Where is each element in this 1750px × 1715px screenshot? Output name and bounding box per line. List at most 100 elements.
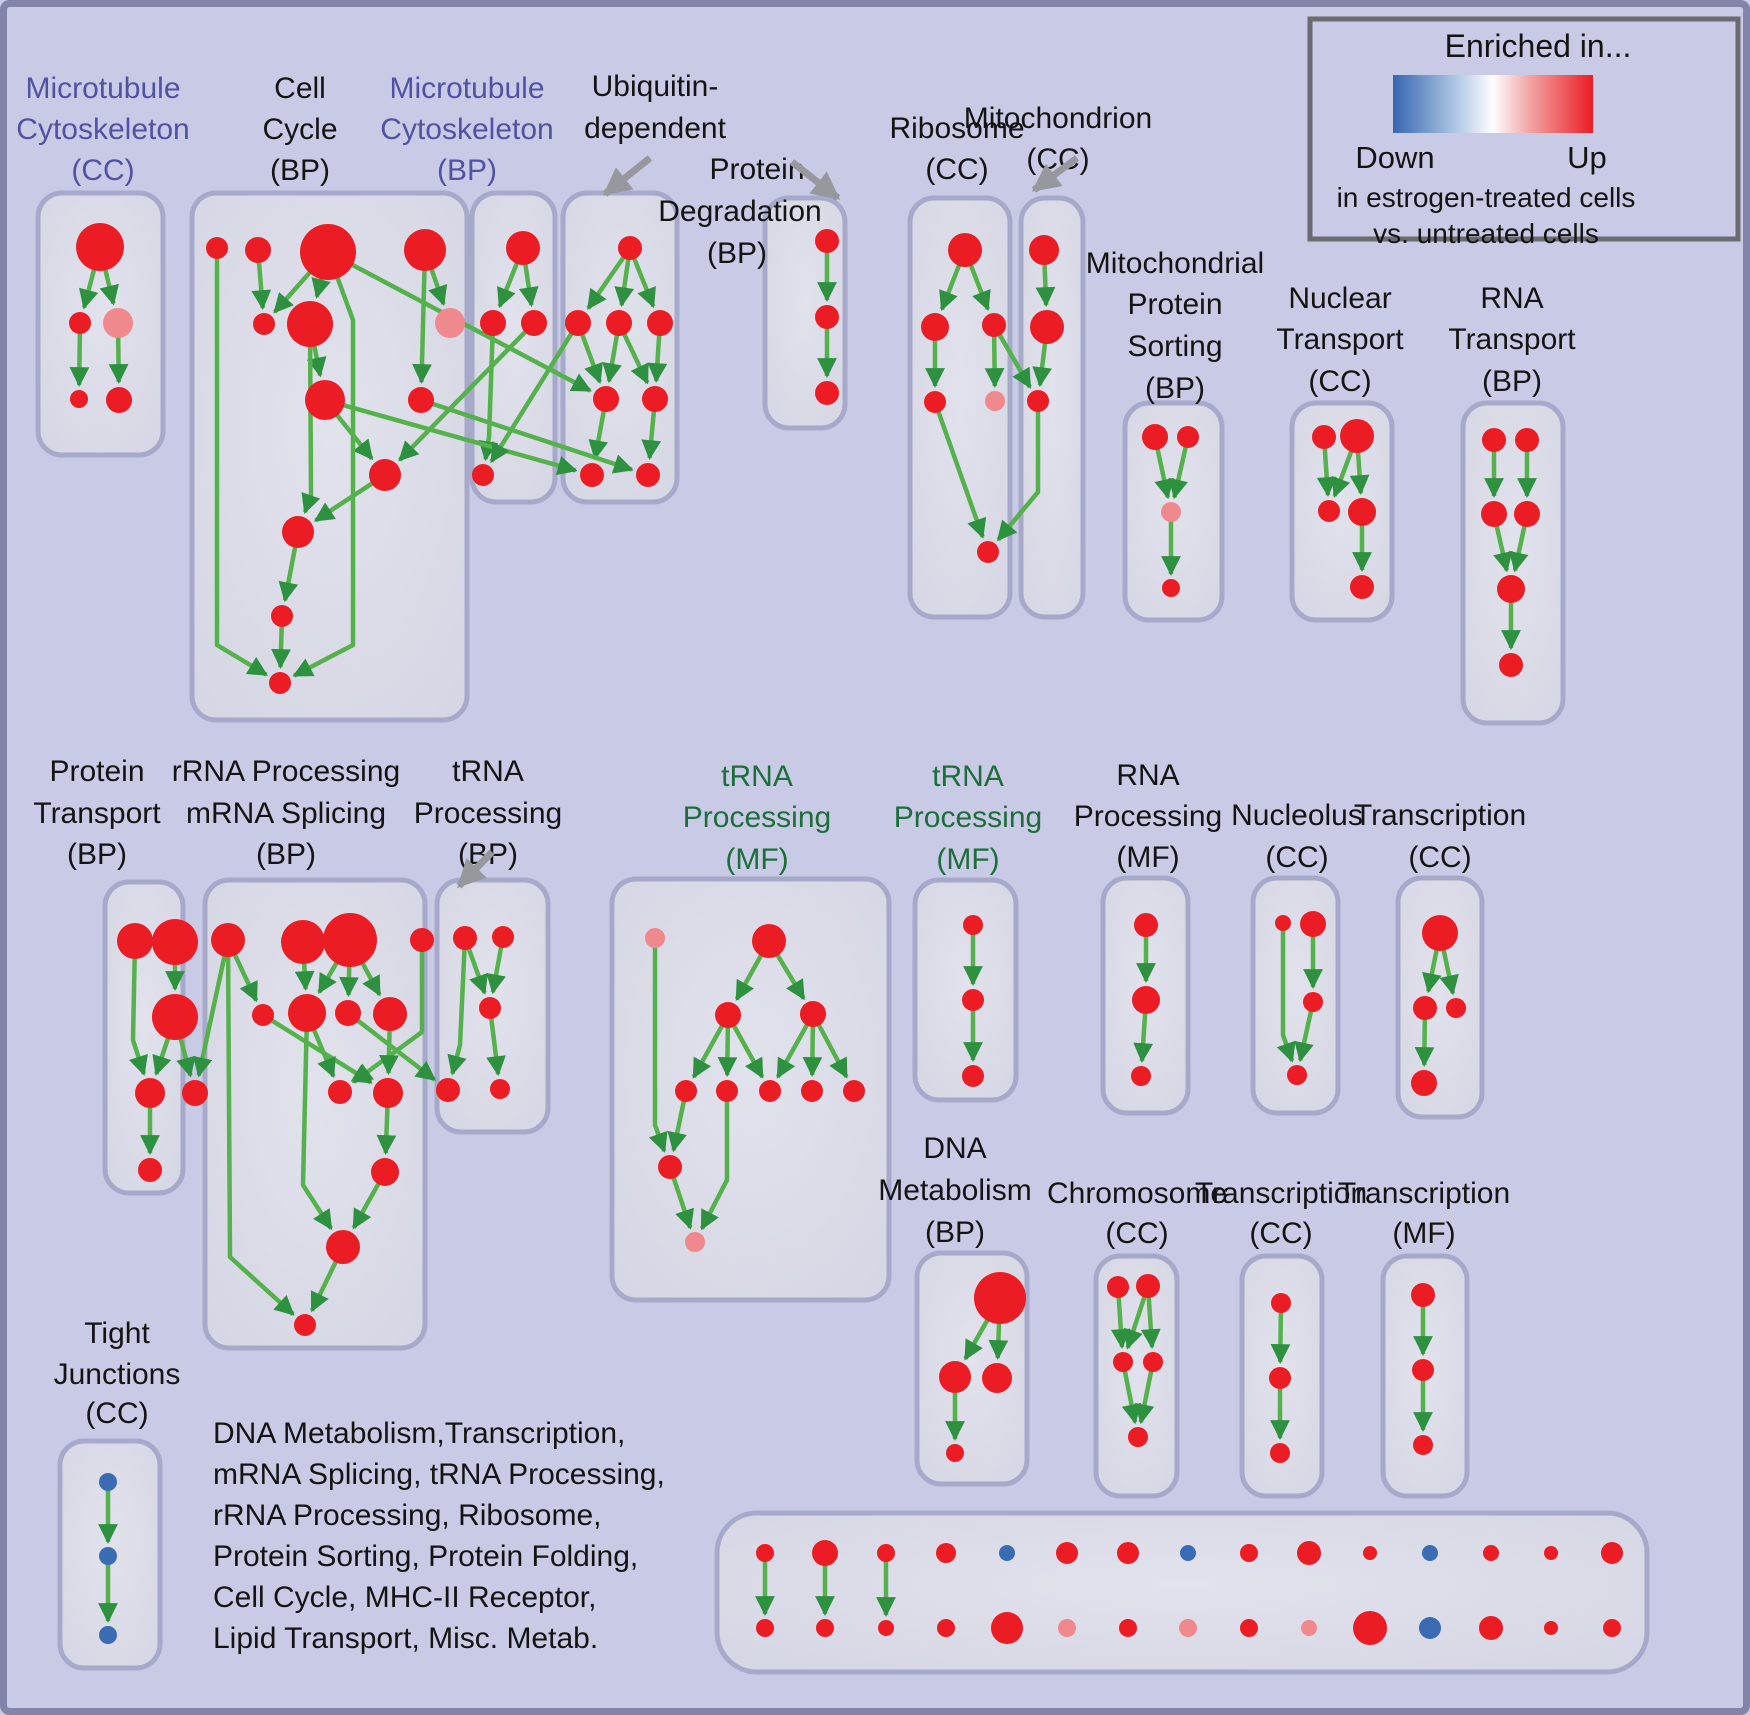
go-term-node [138,1158,162,1182]
go-term-node [506,231,540,265]
go-term-node [1412,1359,1434,1381]
go-term-node [252,1004,274,1026]
go-term-node [373,1078,403,1108]
go-term-node [815,381,839,405]
edge-arrow [996,401,1041,542]
edge-arrow [486,1007,506,1077]
strip-node-top [1240,1544,1258,1562]
go-term-node [300,224,356,280]
cluster-label-dna-metabolism-bp: Metabolism [878,1174,1031,1207]
go-term-node [1514,501,1540,527]
go-term-node [1446,998,1466,1018]
go-term-node [977,541,999,563]
cluster-label-mitochondrion-cc: Mitochondrion [964,102,1152,135]
edge-arrow [398,321,536,462]
cluster-box-transcription-cc-row2 [1395,875,1485,1120]
strip-node-bottom [1058,1619,1076,1637]
cluster-label-rrna-processing-mrna-splicing-bp: mRNA Splicing [186,797,386,830]
go-term-node [921,313,949,341]
go-term-node [1482,428,1506,452]
strip-node-bottom [1301,1620,1317,1636]
edge-arrow [1120,1361,1142,1425]
cluster-label-rna-transport-bp: RNA [1480,282,1543,315]
go-term-node [1128,1427,1148,1447]
cluster-label-transcription-mf: Transcription [1338,1177,1510,1210]
go-term-node [211,923,245,957]
label-pointer-arrow [1031,155,1080,193]
go-term-node [1275,915,1291,931]
strip-node-bottom [1603,1619,1621,1637]
category-list-line: Cell Cycle, MHC-II Receptor, [213,1581,596,1614]
go-term-node [1287,1065,1307,1085]
cluster-label-ubiquitin-degradation-bp: Ubiquitin- [592,70,719,103]
go-term-node [606,310,632,336]
cluster-box-trna-processing-mf-2 [912,877,1019,1103]
cluster-label-trna-processing-mf-1: tRNA [721,760,793,793]
go-term-node [323,913,377,967]
go-term-node [1027,390,1049,412]
go-term-node [1499,653,1523,677]
cluster-label-transcription-cc-row3: (CC) [1249,1217,1312,1250]
category-list-line: Lipid Transport, Misc. Metab. [213,1622,598,1655]
edge-arrow [292,251,356,678]
go-term-node [521,310,547,336]
cluster-label-nucleolus-cc: (CC) [1265,841,1328,874]
go-term-node [253,313,275,335]
edge-arrow [412,249,432,384]
cluster-label-microtubule-cytoskeleton-cc: Cytoskeleton [16,113,189,146]
edge-arrow [300,1012,333,1231]
go-term-node [369,459,401,491]
cluster-label-rrna-processing-mrna-splicing-bp: (BP) [256,838,316,871]
strip-node-bottom [878,1620,894,1636]
go-term-node [645,928,665,948]
go-term-node [1300,911,1326,937]
go-term-node [103,308,133,338]
go-term-node [985,391,1005,411]
labels: Microtubule Cytoskeleton (CC) Cell Cycle (BP)… [16,70,1576,1655]
category-list-line: Protein Sorting, Protein Folding, [213,1540,638,1573]
cluster-label-cell-cycle-bp: (BP) [270,154,330,187]
go-term-node [1303,992,1323,1012]
go-term-node [843,1080,865,1102]
go-term-node [99,1626,117,1644]
cluster-label-microtubule-cytoskeleton-bp: (BP) [437,154,497,187]
cluster-label-dna-metabolism-bp: DNA [923,1132,986,1165]
go-term-node [371,1158,399,1186]
cluster-label-tight-junctions-cc: (CC) [85,1397,148,1430]
go-term-node [1411,1283,1435,1307]
cluster-box-chromosome-cc [1093,1253,1180,1499]
edge-arrow [324,397,578,476]
strip-node-top [1180,1545,1196,1561]
category-list-line: DNA Metabolism,Transcription, [213,1417,625,1450]
go-term-node [99,1473,117,1491]
cluster-box-rrna-processing-mrna-splicing-bp [202,877,428,1351]
strip-node-top [756,1544,774,1562]
go-term-node [1030,310,1064,344]
go-term-node [939,1361,971,1393]
go-term-node [946,1444,964,1462]
go-term-node [752,924,786,958]
go-term-node [948,233,982,267]
strip-node-top [1363,1546,1377,1560]
strip-node-bottom [1479,1616,1503,1640]
go-term-node [1340,419,1374,453]
go-term-node [1161,502,1181,522]
strip-node-bottom [816,1619,834,1637]
cluster-label-cell-cycle-bp: Cycle [262,113,337,146]
cluster-label-microtubule-cytoskeleton-bp: Cytoskeleton [380,113,553,146]
cluster-label-ubiquitin-degradation-bp: Degradation [658,195,821,228]
go-term-node [117,923,153,959]
cluster-label-trna-processing-mf-1: Processing [683,801,831,834]
go-term-node [1134,913,1158,937]
go-term-node [453,926,477,950]
go-term-node [1143,1352,1163,1372]
go-term-node [282,516,314,548]
cluster-label-microtubule-cytoskeleton-cc: (CC) [71,154,134,187]
go-term-node [1113,1352,1133,1372]
legend-up-label: Up [1567,140,1607,175]
cluster-label-dna-metabolism-bp: (BP) [925,1216,985,1249]
cluster-label-protein-transport-bp: Protein [49,755,144,788]
go-term-node [281,920,325,964]
go-term-node [1162,579,1180,597]
go-term-node [152,919,198,965]
